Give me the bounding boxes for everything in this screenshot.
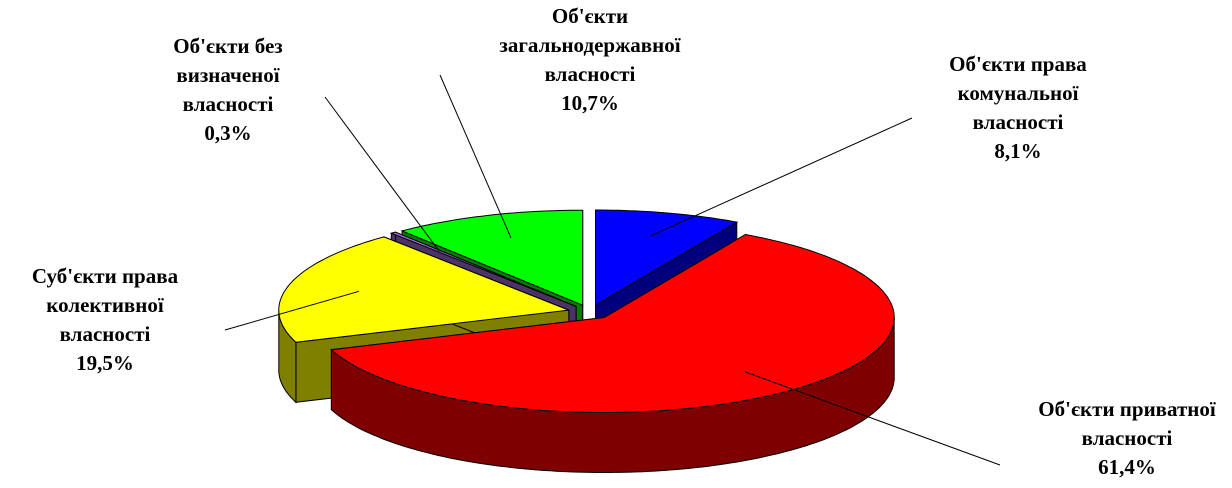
- slice: [389, 231, 577, 307]
- leader-line: [439, 74, 512, 239]
- category-label: Об'єкти приватної власності: [1038, 397, 1216, 450]
- value-label: 10,7%: [561, 91, 619, 115]
- leader-line: [744, 371, 1001, 466]
- category-label: Суб'єкти права колективної власності: [31, 264, 179, 346]
- slice: [400, 209, 584, 306]
- category-label: Об'єкти без визначеної власності: [173, 34, 283, 116]
- leader-line: [324, 96, 440, 252]
- data-label: Об'єкти приватної власності 61,4%: [1038, 395, 1215, 482]
- value-label: 19,5%: [76, 351, 134, 375]
- slice: [330, 233, 895, 413]
- data-label: Об'єкти права комунальної власності 8,1%: [949, 50, 1087, 166]
- data-label: Об'єкти загальнодержавної власності 10,7%: [499, 2, 680, 118]
- data-label: Об'єкти без визначеної власності 0,3%: [173, 32, 283, 148]
- category-label: Об'єкти права комунальної власності: [949, 52, 1087, 134]
- category-label: Об'єкти загальнодержавної власності: [499, 4, 681, 86]
- value-label: 0,3%: [204, 121, 252, 145]
- slice: [595, 209, 739, 306]
- data-label: Суб'єкти права колективної власності 19,5…: [32, 262, 178, 378]
- slice: [278, 236, 569, 343]
- value-label: 8,1%: [994, 139, 1042, 163]
- value-label: 61,4%: [1098, 455, 1156, 479]
- leader-line: [650, 117, 913, 237]
- leader-line: [224, 290, 360, 331]
